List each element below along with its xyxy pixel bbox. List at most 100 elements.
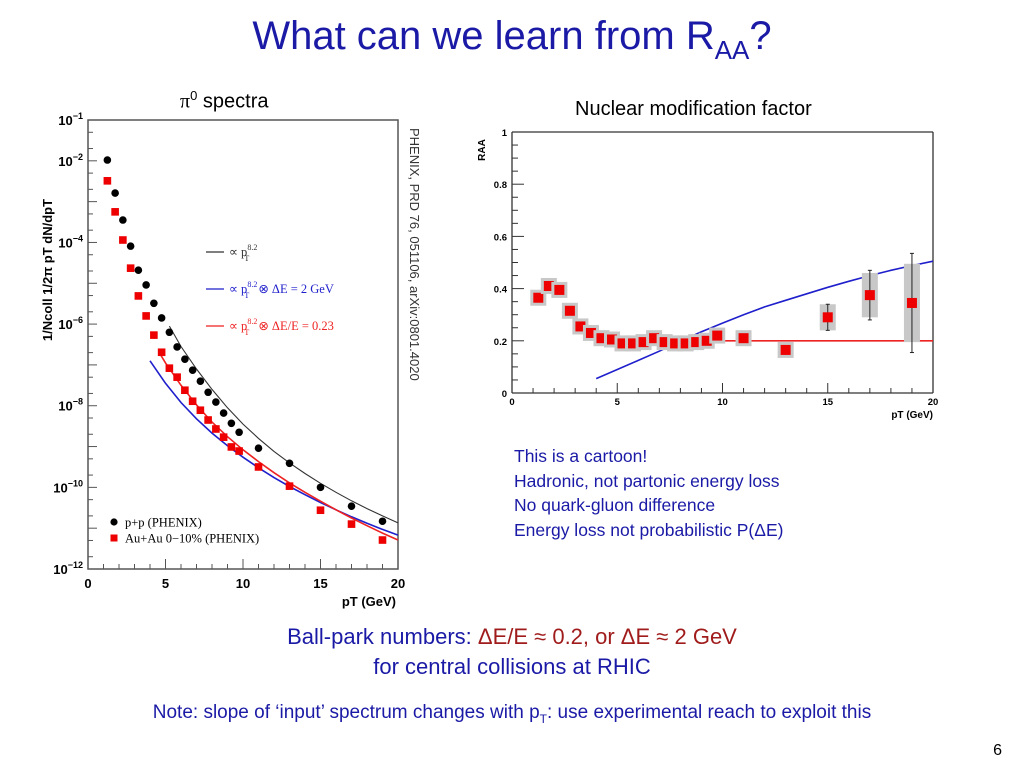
spectra-x-tick-label: 20 bbox=[391, 576, 405, 591]
raa-y-tick-label: 0 bbox=[502, 389, 507, 400]
spectra-point-pp bbox=[235, 428, 243, 437]
spectra-point-pp bbox=[150, 299, 158, 308]
title-subscript: AA bbox=[714, 35, 750, 65]
legend-label-series: Au+Au 0−10% (PHENIX) bbox=[125, 532, 259, 546]
spectra-point-pp bbox=[165, 328, 174, 337]
raa-point bbox=[691, 337, 702, 348]
spectra-plot-frame bbox=[87, 119, 399, 570]
raa-point bbox=[638, 337, 649, 348]
spectra-point-pp bbox=[347, 502, 356, 510]
raa-y-tick-label: 0.4 bbox=[494, 285, 508, 296]
spectra-chart: 10−1 10−2 10−4 10−6 10−8 10−10 10−120 5 10 15 20 ∝… bbox=[40, 111, 405, 609]
raa-point bbox=[533, 292, 544, 303]
raa-y-axis-label: RAA bbox=[477, 139, 488, 161]
spectra-point-auau bbox=[119, 236, 127, 244]
slide-title: What can we learn from RAA? bbox=[0, 14, 1024, 66]
raa-curve-dE-2GeV bbox=[595, 260, 934, 380]
spectra-point-auau bbox=[165, 364, 174, 372]
raa-point bbox=[585, 327, 596, 338]
spectra-point-auau bbox=[196, 406, 205, 415]
spectra-point-pp bbox=[157, 314, 166, 322]
raa-y-tick-label: 1 bbox=[502, 128, 508, 139]
spectra-point-pp bbox=[188, 366, 197, 375]
raa-y-tick-label: 0.6 bbox=[494, 232, 507, 243]
raa-heading: Nuclear modification factor bbox=[575, 98, 812, 120]
raa-point bbox=[575, 321, 586, 332]
spectra-heading: π0 spectra bbox=[180, 88, 269, 114]
raa-point bbox=[780, 344, 791, 355]
spectra-point-auau bbox=[181, 386, 189, 395]
raa-point bbox=[670, 338, 681, 349]
raa-x-tick-label: 10 bbox=[717, 397, 728, 408]
page-number: 6 bbox=[993, 742, 1002, 759]
raa-curves bbox=[595, 260, 934, 380]
raa-point bbox=[606, 334, 617, 345]
raa-y-tick-label: 0.8 bbox=[494, 180, 507, 191]
spectra-point-pp bbox=[378, 517, 387, 526]
ballpark-line2: for central collisions at RHIC bbox=[373, 654, 651, 679]
spectra-y-tick-label: 10−6 bbox=[58, 315, 83, 332]
raa-y-tick-label: 0.2 bbox=[494, 337, 507, 348]
spectra-point-pp bbox=[181, 355, 189, 363]
note-subscript: T bbox=[539, 711, 547, 726]
raa-point bbox=[701, 335, 712, 346]
spectra-point-pp bbox=[219, 409, 228, 417]
spectra-point-auau bbox=[254, 463, 263, 471]
ballpark-prefix: Ball-park numbers: bbox=[287, 624, 478, 649]
spectra-point-auau bbox=[235, 447, 243, 455]
spectra-point-pp bbox=[173, 343, 181, 351]
raa-x-tick-label: 0 bbox=[509, 397, 514, 408]
spectra-point-auau bbox=[204, 416, 212, 424]
spectra-curve-dE-2GeV bbox=[149, 360, 399, 536]
spectra-point-auau bbox=[126, 264, 135, 272]
raa-point bbox=[680, 338, 691, 349]
raa-point bbox=[596, 333, 607, 344]
ballpark-value: ΔE/E ≈ 0.2, or ΔE ≈ 2 GeV bbox=[477, 624, 737, 649]
spectra-point-auau bbox=[150, 331, 158, 339]
note-item: This is a cartoon! bbox=[514, 446, 648, 466]
legend-label-dE-over-E-0.23: ∝ p8.2 T ⊗ ΔE/E = 0.23 bbox=[229, 317, 334, 337]
spectra-point-auau bbox=[347, 520, 356, 528]
legend-label-dE-2GeV: ∝ p8.2 T ⊗ ΔE = 2 GeV bbox=[229, 280, 334, 300]
legend-label-series: p+p (PHENIX) bbox=[125, 516, 202, 530]
raa-point bbox=[617, 338, 628, 349]
spectra-y-tick-label: 10−4 bbox=[58, 233, 83, 250]
spectra-y-tick-label: 10−2 bbox=[58, 152, 83, 169]
spectra-x-tick-label: 0 bbox=[84, 576, 91, 591]
spectra-point-auau bbox=[111, 208, 119, 216]
note-item: Hadronic, not partonic energy loss bbox=[514, 470, 780, 491]
spectra-curve-pp-fit bbox=[168, 325, 399, 524]
spectra-axes: 10−1 10−2 10−4 10−6 10−8 10−10 10−120 5 10 15 20 bbox=[53, 111, 405, 591]
spectra-point-auau bbox=[157, 348, 166, 357]
note-item: Energy loss not probabilistic P(ΔE) bbox=[514, 519, 784, 540]
spectra-x-tick-label: 10 bbox=[236, 576, 250, 591]
raa-points bbox=[530, 252, 920, 358]
spectra-point-auau bbox=[103, 177, 112, 185]
spectra-x-tick-label: 15 bbox=[313, 576, 327, 591]
spectra-point-pp bbox=[316, 483, 325, 492]
legend-marker-auau bbox=[110, 534, 118, 542]
spectra-point-pp bbox=[142, 281, 150, 289]
spectra-point-pp bbox=[103, 156, 112, 164]
raa-point bbox=[906, 297, 917, 308]
spectra-point-pp bbox=[126, 242, 135, 250]
spectra-y-tick-label: 10−1 bbox=[58, 111, 83, 128]
spectra-point-auau bbox=[212, 425, 220, 433]
spectra-y-tick-label: 10−10 bbox=[53, 478, 83, 495]
spectra-legend: ∝ p8.2 T ∝ p8.2 T ⊗ ΔE = 2 GeV ∝ p8.2 T ⊗ ΔE/… bbox=[110, 243, 334, 546]
spectra-point-auau bbox=[378, 536, 387, 544]
raa-point bbox=[822, 312, 833, 323]
spectra-point-pp bbox=[134, 266, 143, 275]
ballpark-statement: Ball-park numbers: ΔE/E ≈ 0.2, or ΔE ≈ 2… bbox=[0, 622, 1024, 682]
note-before: Note: slope of ‘input’ spectrum changes … bbox=[152, 702, 540, 723]
spectra-point-pp bbox=[227, 419, 236, 428]
spectra-point-pp bbox=[111, 189, 119, 197]
raa-x-tick-label: 5 bbox=[615, 397, 621, 408]
raa-x-tick-label: 20 bbox=[928, 397, 939, 408]
spectra-point-pp bbox=[212, 398, 220, 406]
spectra-y-axis-label: 1/Ncoll 1/2π pT dN/dpT bbox=[40, 199, 55, 341]
legend-marker-pp bbox=[110, 518, 118, 526]
note-after: : use experimental reach to exploit this bbox=[547, 702, 872, 723]
spectra-x-tick-label: 5 bbox=[162, 576, 169, 591]
